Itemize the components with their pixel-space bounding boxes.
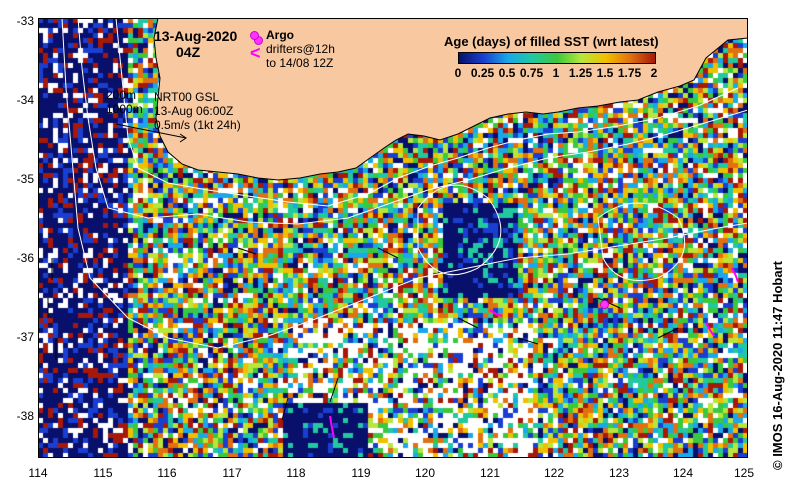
x-tick-label: 123: [608, 466, 630, 480]
map-overlay: [47, 18, 748, 439]
x-tick-label: 116: [157, 466, 177, 480]
y-tick-label: -38: [16, 409, 34, 423]
x-tick-label: 114: [28, 466, 48, 480]
contour-200m: [115, 18, 739, 207]
current-vectors: [47, 123, 679, 421]
contour-eddy-2: [597, 202, 686, 281]
x-tick-label: 119: [351, 466, 371, 480]
colorbar-title: Age (days) of filled SST (wrt latest): [444, 34, 659, 49]
drifter-legend-icon: <: [250, 43, 261, 63]
drifter-tracks: [329, 267, 739, 439]
colorbar-tick-label: 0.25: [470, 66, 495, 80]
map-date: 13-Aug-2020: [154, 28, 238, 44]
x-tick-label: 122: [543, 466, 565, 480]
contour-1000m-label: 1000m: [106, 102, 143, 116]
colorbar-tick-label: 1.5: [596, 66, 614, 80]
x-tick-label: 125: [733, 466, 755, 480]
drifter-legend-range: to 14/08 12Z: [266, 56, 334, 70]
argo-float-marker: [600, 300, 609, 309]
y-tick-label: -34: [16, 93, 34, 107]
argo-legend-icon: [250, 31, 259, 40]
map-time: 04Z: [176, 44, 201, 60]
x-tick-label: 115: [93, 466, 113, 480]
colorbar-tick-label: 0.75: [519, 66, 544, 80]
contour-200m-label: 200m: [106, 88, 137, 102]
contour-1000m: [77, 18, 748, 225]
colorbar-tick-label: 0: [454, 66, 462, 80]
colorbar: [458, 52, 656, 64]
argo-legend-label: Argo: [266, 28, 294, 42]
drifter-legend-label: drifters@12h: [266, 42, 335, 56]
contour-deep: [61, 18, 748, 349]
x-tick-label: 120: [414, 466, 436, 480]
colorbar-tick-label: 1.75: [617, 66, 642, 80]
x-tick-label: 117: [222, 466, 242, 480]
colorbar-tick-label: 0.5: [498, 66, 516, 80]
current-scale-label: 0.5m/s (1kt 24h): [154, 118, 241, 132]
sst-age-map: [38, 18, 748, 458]
colorbar-tick-label: 1: [552, 66, 560, 80]
y-tick-label: -33: [16, 14, 34, 28]
y-tick-label: -35: [16, 172, 34, 186]
contour-eddy: [417, 184, 502, 276]
current-model-label: NRT00 GSL: [154, 90, 220, 104]
x-tick-label: 124: [672, 466, 694, 480]
y-tick-label: -36: [16, 251, 34, 265]
x-tick-label: 118: [286, 466, 306, 480]
y-tick-label: -37: [16, 330, 34, 344]
colorbar-tick-label: 2: [650, 66, 658, 80]
colorbar-tick-label: 1.25: [568, 66, 593, 80]
credit-text: © IMOS 16-Aug-2020 11:47 Hobart: [770, 261, 785, 470]
x-tick-label: 121: [479, 466, 501, 480]
current-time-label: 13-Aug 06:00Z: [154, 104, 234, 118]
